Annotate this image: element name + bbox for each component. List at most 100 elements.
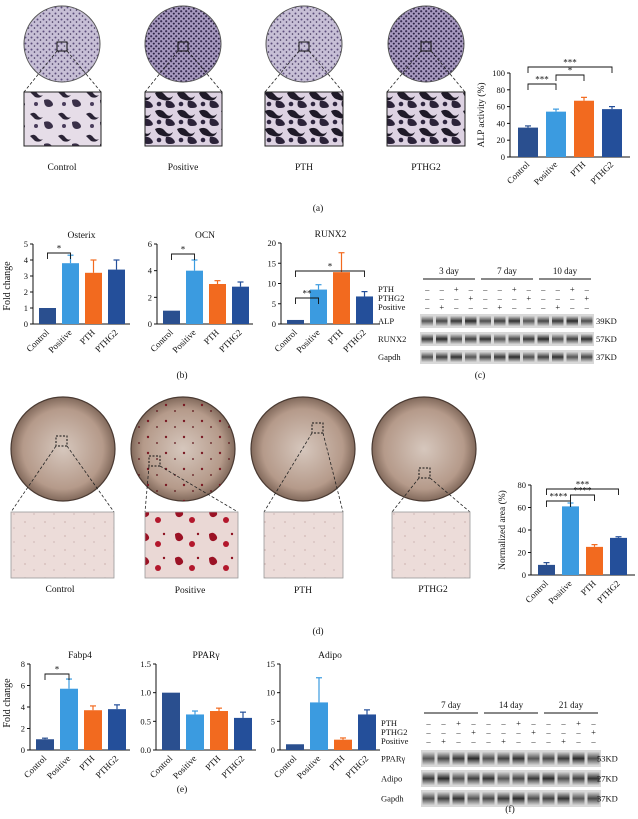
bar-positive — [546, 111, 566, 157]
bar-positive — [186, 270, 203, 324]
treatment-sign: + — [584, 293, 589, 303]
bar-pthg2 — [356, 296, 373, 324]
treatment-sign: + — [471, 727, 476, 737]
day-label: 10 day — [553, 266, 578, 276]
treatment-sign: – — [468, 302, 474, 312]
dish-pth — [265, 5, 343, 83]
treatment-label: PTH — [378, 284, 394, 294]
x-tick-label: Positive — [295, 753, 323, 781]
treatment-sign: – — [540, 284, 546, 294]
x-tick-label: PTHG2 — [344, 753, 371, 780]
image-caption: Control — [47, 163, 76, 173]
panel-label-b: (b) — [176, 370, 187, 381]
treatment-sign: – — [540, 302, 546, 312]
fold-change-axis-label: Fold change — [2, 678, 13, 728]
bar-pth — [333, 272, 350, 324]
x-tick-label: PTHG2 — [94, 753, 121, 780]
treatment-sign: – — [511, 302, 517, 312]
x-tick-label: Control — [505, 159, 532, 186]
treatment-sign: – — [468, 284, 474, 294]
treatment-sign: – — [555, 293, 561, 303]
treatment-sign: – — [485, 727, 491, 737]
x-tick-label: PTH — [327, 753, 346, 772]
x-tick-label: Positive — [294, 327, 322, 355]
treatment-sign: – — [424, 293, 430, 303]
dish-pth — [250, 396, 356, 502]
significance-bracket — [527, 83, 557, 90]
bar-pthg2 — [610, 537, 627, 575]
treatment-sign: + — [501, 736, 506, 746]
protein-label: RUNX2 — [378, 334, 406, 344]
y-tick-label: 20 — [268, 238, 277, 248]
bar-pth — [85, 272, 102, 324]
y-tick-label: 0.5 — [140, 716, 151, 726]
significance-bracket — [44, 673, 70, 680]
bar-control — [518, 127, 538, 157]
panel-label-a: (a) — [313, 203, 324, 214]
treatment-sign: – — [455, 736, 461, 746]
treatment-sign: – — [590, 736, 596, 746]
bar-positive — [186, 714, 204, 750]
x-tick-label: PTH — [326, 327, 345, 346]
panel-a-images: Control Positive PTH PTHG2 — [23, 5, 466, 173]
y-tick-label: 10 — [267, 688, 276, 698]
y-axis-label: Normalized area (%) — [497, 490, 508, 570]
day-label: 21 day — [559, 700, 584, 710]
dish-positive — [144, 5, 222, 83]
bar-control — [538, 564, 555, 575]
bar-pth — [334, 739, 352, 750]
y-axis-label: ALP activity (%) — [476, 82, 487, 147]
treatment-sign: – — [453, 302, 459, 312]
treatment-sign: – — [439, 284, 445, 294]
x-tick-label: PTH — [77, 753, 96, 772]
treatment-sign: – — [575, 736, 581, 746]
bar-pth — [84, 710, 102, 750]
y-tick-label: 0 — [272, 319, 276, 329]
kd-label: 53KD — [597, 754, 618, 764]
y-tick-label: 1.5 — [140, 659, 151, 669]
significance-label: * — [181, 245, 186, 255]
treatment-label: Positive — [378, 302, 406, 312]
y-tick-label: 6 — [148, 239, 152, 249]
y-tick-label: 1.0 — [140, 688, 151, 698]
significance-bracket — [295, 297, 319, 304]
significance-label: ** — [303, 289, 313, 299]
significance-label: *** — [576, 480, 590, 490]
significance-bracket — [295, 270, 365, 277]
treatment-sign: – — [590, 718, 596, 728]
treatment-sign: – — [515, 736, 521, 746]
bar-pthg2 — [108, 269, 125, 324]
y-tick-label: 0 — [522, 570, 526, 580]
bar-positive — [60, 688, 78, 750]
blot-strip — [420, 314, 594, 328]
treatment-sign: + — [531, 727, 536, 737]
blot-strip — [421, 790, 601, 807]
x-tick-label: PTH — [203, 753, 222, 772]
treatment-sign: – — [485, 718, 491, 728]
bar-positive — [310, 702, 328, 750]
chart-title: Osterix — [68, 231, 96, 241]
x-tick-label: Control — [272, 753, 299, 780]
chart-title: RUNX2 — [315, 230, 347, 240]
y-tick-label: 6 — [21, 681, 25, 691]
dish-control — [23, 5, 101, 83]
treatment-sign: – — [453, 293, 459, 303]
significance-bracket — [527, 66, 613, 73]
significance-label: * — [55, 665, 60, 675]
x-tick-label: Control — [148, 753, 175, 780]
treatment-sign: – — [526, 284, 532, 294]
x-tick-label: Positive — [546, 578, 574, 606]
x-tick-label: Positive — [532, 159, 560, 187]
treatment-sign: – — [545, 718, 551, 728]
y-tick-label: 5 — [271, 716, 275, 726]
y-tick-label: 10 — [268, 279, 277, 289]
treatment-sign: – — [497, 284, 503, 294]
treatment-label: Positive — [381, 736, 409, 746]
significance-label: * — [328, 262, 333, 272]
significance-bracket — [47, 252, 71, 259]
treatment-sign: – — [584, 284, 590, 294]
